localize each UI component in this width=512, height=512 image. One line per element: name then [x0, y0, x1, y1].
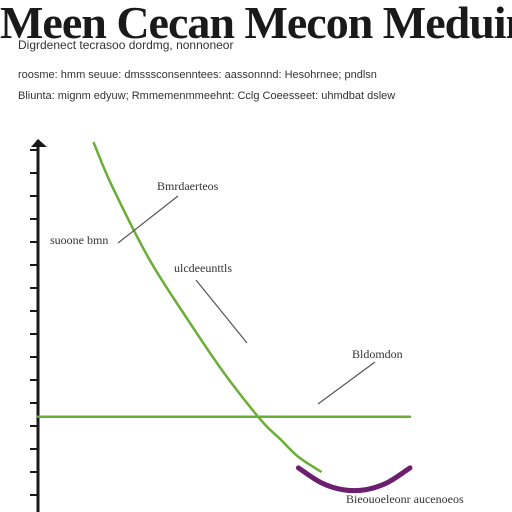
- series-line-3: [295, 465, 413, 494]
- annotation-layer: Bmrdaerteos suoone bmn ulcdeeunttls Bldomdo…: [50, 179, 464, 506]
- header-line-1: Digrdenect tecrasoo dordmg, nonnoneor: [18, 38, 234, 52]
- header-line-2: roosme: hmm seuue: dmsssconsenntees: aas…: [18, 69, 377, 81]
- annotation-label-5: Bieouoeleonr aucenoeos: [346, 492, 464, 506]
- header-line-3: Bliunta: mignm edyuw; Rmmemenmmeehnt: Cc…: [18, 90, 396, 102]
- annotation-label-3: ulcdeeunttls: [174, 261, 232, 275]
- annotation-leader-3: [195, 279, 248, 344]
- axis-layer: [30, 139, 47, 512]
- chart-title: Meen Cecan Mecon Meduin: [0, 0, 512, 48]
- annotation-label-2: suoone bmn: [50, 233, 108, 247]
- series-line-1: [92, 141, 322, 473]
- annotation-leader-1: [117, 195, 179, 244]
- series-layer: [36, 141, 413, 494]
- y-axis-arrow: [31, 139, 47, 147]
- annotation-label-1: Bmrdaerteos: [157, 179, 219, 193]
- annotation-leader-4: [317, 361, 376, 405]
- annotation-label-4: Bldomdon: [352, 347, 403, 361]
